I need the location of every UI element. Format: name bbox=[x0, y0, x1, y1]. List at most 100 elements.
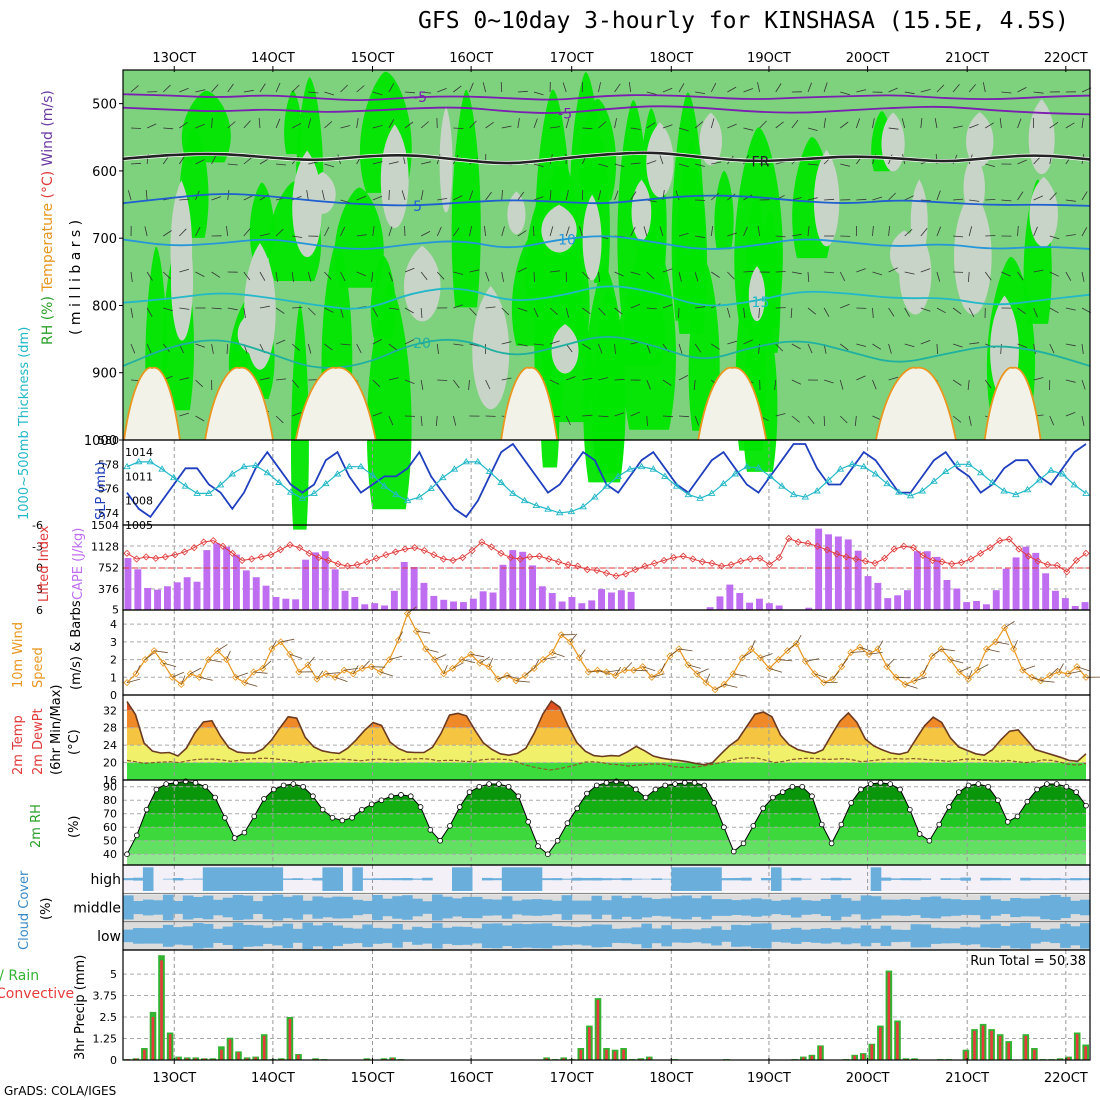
rh-band-fill bbox=[127, 786, 1086, 801]
wind-barb bbox=[582, 127, 593, 130]
wind-speed-marker bbox=[467, 650, 475, 658]
li-marker bbox=[833, 550, 841, 558]
li-marker bbox=[353, 561, 361, 569]
wind-barb bbox=[727, 86, 737, 93]
rh-marker bbox=[544, 851, 551, 858]
wind-barb bbox=[757, 226, 761, 237]
wind-barb bbox=[291, 122, 302, 129]
cloud-cell bbox=[920, 924, 932, 948]
wind-barb bbox=[145, 189, 148, 201]
wind-barb bbox=[805, 658, 819, 662]
li-marker bbox=[602, 569, 611, 577]
wind-barb bbox=[1001, 199, 1012, 202]
wind-barb bbox=[982, 82, 986, 93]
rh-moist-patch bbox=[334, 187, 384, 288]
wind-barb bbox=[195, 271, 205, 277]
wind-barb bbox=[1065, 343, 1076, 347]
cloud-cell bbox=[392, 878, 403, 881]
wind-barb bbox=[469, 190, 474, 201]
cloud-cell bbox=[711, 926, 722, 946]
wind-barb bbox=[501, 307, 510, 316]
cape-bar bbox=[805, 607, 813, 610]
cloud-cell bbox=[1040, 895, 1051, 920]
wind-barb bbox=[678, 307, 680, 319]
cloud-cell bbox=[591, 877, 603, 881]
precip-convective-bar bbox=[605, 1049, 608, 1060]
wind-barb bbox=[582, 377, 593, 381]
li-marker bbox=[133, 555, 141, 563]
rh-marker bbox=[251, 813, 258, 820]
wind-barb bbox=[710, 82, 717, 93]
wind-barb bbox=[662, 268, 673, 273]
li-tick-label: 3 bbox=[36, 583, 43, 596]
precip-convective-bar bbox=[220, 1049, 223, 1060]
wind-barb bbox=[598, 415, 609, 418]
cape-bar bbox=[499, 564, 507, 610]
wind-barb bbox=[324, 163, 335, 168]
warm-contour bbox=[983, 366, 1042, 441]
wind-barb bbox=[936, 226, 942, 237]
wind-barb bbox=[549, 340, 560, 345]
wind-speed-marker bbox=[412, 627, 421, 635]
rh-marker bbox=[192, 779, 199, 786]
li-marker bbox=[593, 566, 601, 574]
cape-bar bbox=[430, 595, 438, 610]
cape-bar bbox=[933, 556, 941, 610]
thickness-marker bbox=[532, 501, 541, 509]
cloud-cell bbox=[1030, 928, 1041, 944]
cloud-cell bbox=[332, 896, 343, 919]
li-marker bbox=[737, 557, 745, 565]
wind-barb bbox=[646, 122, 656, 129]
li-marker bbox=[641, 562, 649, 570]
li-marker bbox=[708, 559, 716, 567]
cloud-cell bbox=[1000, 900, 1011, 914]
wind-barb bbox=[515, 680, 530, 683]
thickness-marker bbox=[766, 472, 775, 479]
precip-convective-bar bbox=[896, 1022, 899, 1060]
wind-barb bbox=[1049, 121, 1059, 129]
cloud-cell bbox=[731, 878, 742, 881]
rh-marker bbox=[486, 781, 492, 787]
cloud-cell bbox=[701, 928, 712, 944]
thickness-marker bbox=[520, 496, 529, 504]
rh-marker bbox=[496, 781, 502, 787]
wind-barb bbox=[453, 271, 464, 275]
thickness-marker bbox=[672, 482, 681, 489]
li-marker bbox=[554, 558, 563, 566]
thickness-marker bbox=[848, 460, 856, 467]
wind-speed-marker bbox=[286, 650, 294, 658]
cape-bar bbox=[262, 585, 270, 610]
precip-convective-bar bbox=[802, 1057, 805, 1060]
li-marker bbox=[890, 545, 898, 553]
wind-speed-marker bbox=[946, 656, 954, 664]
wind-speed-marker bbox=[268, 645, 276, 653]
rh-marker bbox=[711, 800, 717, 806]
cloud-cell bbox=[142, 928, 154, 944]
wind-barb bbox=[727, 232, 738, 237]
wind-speed-marker bbox=[702, 679, 710, 687]
wind-barb bbox=[485, 379, 491, 390]
wind-speed-marker bbox=[964, 675, 972, 683]
wind-barb bbox=[579, 226, 583, 237]
cloud-cell bbox=[442, 896, 453, 919]
wind-barb bbox=[227, 307, 238, 311]
thickness-marker bbox=[450, 465, 459, 472]
rh-marker bbox=[818, 821, 825, 828]
cloud-cell bbox=[1020, 922, 1031, 949]
cloud-cell bbox=[960, 926, 971, 945]
cloud-cell bbox=[840, 927, 852, 945]
cloud-cell bbox=[721, 929, 732, 942]
wind-speed-marker bbox=[1028, 673, 1036, 681]
rh-moist-patch bbox=[714, 170, 734, 250]
cloud-cell bbox=[342, 896, 353, 919]
cloud-cell bbox=[531, 923, 543, 949]
li-marker bbox=[190, 544, 198, 552]
rh-dry-patch bbox=[244, 242, 276, 370]
wind-tick-label: 1 bbox=[110, 671, 117, 684]
rh-marker bbox=[750, 823, 757, 829]
li-tick-label: 0 bbox=[36, 562, 43, 575]
cloud-cell bbox=[890, 899, 902, 916]
cloud-cell bbox=[252, 925, 264, 947]
li-marker bbox=[574, 562, 582, 570]
thickness-marker bbox=[497, 478, 506, 485]
